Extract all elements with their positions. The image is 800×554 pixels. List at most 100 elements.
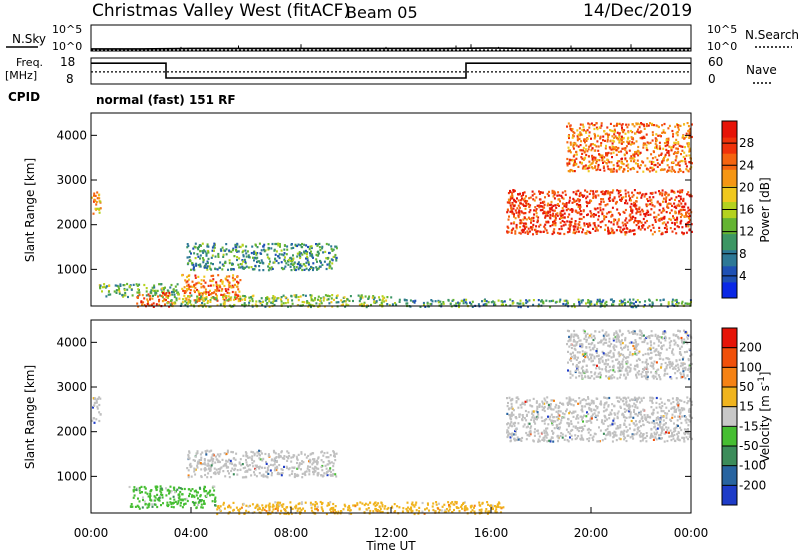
scatter-cell (627, 396, 630, 399)
scatter-cell (511, 228, 514, 231)
scatter-cell (250, 252, 253, 255)
scatter-cell (150, 489, 152, 492)
scatter-cell (663, 215, 666, 218)
scatter-cell (597, 163, 600, 167)
scatter-cell (155, 488, 158, 492)
scatter-cell (666, 221, 669, 224)
scatter-cell (492, 300, 494, 303)
scatter-cell (239, 299, 242, 302)
scatter-cell (639, 151, 642, 154)
scatter-cell (304, 470, 307, 474)
scatter-cell (349, 509, 352, 512)
colorbar-swatch (722, 153, 737, 170)
scatter-cell (278, 243, 281, 246)
scatter-cell (523, 200, 526, 203)
scatter-cell (679, 191, 681, 194)
scatter-cell (424, 305, 427, 308)
scatter-cell (315, 253, 318, 256)
scatter-cell (147, 495, 150, 498)
scatter-cell (643, 195, 646, 198)
scatter-cell (597, 215, 600, 218)
scatter-cell (239, 295, 242, 298)
scatter-cell (187, 455, 190, 458)
scatter-cell (93, 200, 95, 203)
scatter-cell (556, 214, 559, 217)
scatter-cell (211, 292, 213, 295)
scatter-cell (670, 146, 673, 149)
scatter-cell (265, 460, 267, 464)
scatter-cell (299, 510, 302, 513)
scatter-cell (95, 201, 98, 204)
scatter-cell (602, 432, 605, 435)
scatter-cell (154, 499, 156, 502)
scatter-cell (332, 465, 335, 468)
scatter-cell (147, 293, 150, 296)
scatter-cell (596, 158, 599, 162)
scatter-cell (274, 460, 276, 463)
scatter-cell (613, 124, 616, 128)
scatter-cell (638, 123, 641, 126)
scatter-cell (307, 245, 309, 249)
scatter-cell (264, 505, 267, 509)
scatter-cell (462, 302, 465, 305)
scatter-cell (287, 260, 289, 263)
scatter-cell (598, 426, 600, 429)
scatter-cell (382, 297, 385, 300)
scatter-cell (222, 253, 225, 256)
scatter-cell (641, 123, 644, 126)
scatter-cell (582, 420, 584, 423)
scatter-cell (594, 229, 597, 232)
scatter-cell (273, 459, 276, 462)
scatter-cell (618, 132, 621, 135)
scatter-cell (611, 403, 614, 406)
scatter-cell (410, 510, 413, 514)
scatter-cell (174, 491, 176, 494)
scatter-cell (317, 252, 320, 255)
scatter-cell (217, 468, 220, 471)
scatter-cell (516, 197, 518, 200)
scatter-cell (96, 407, 99, 410)
scatter-cell (550, 420, 553, 423)
scatter-cell (275, 242, 278, 246)
scatter-cell (590, 122, 593, 125)
scatter-cell (638, 126, 641, 129)
scatter-cell (282, 294, 285, 297)
scatter-cell (575, 157, 578, 160)
scatter-cell (229, 299, 232, 302)
scatter-cell (639, 210, 642, 213)
scatter-cell (500, 300, 503, 303)
scatter-cell (219, 266, 221, 269)
scatter-cell (533, 209, 536, 212)
scatter-cell (369, 509, 372, 513)
scatter-cell (206, 266, 208, 269)
scatter-cell (193, 266, 195, 269)
scatter-cell (622, 131, 625, 134)
scatter-cell (600, 144, 602, 147)
scatter-cell (513, 215, 515, 218)
scatter-cell (646, 157, 649, 160)
scatter-cell (515, 201, 518, 204)
scatter-cell (200, 292, 203, 295)
scatter-cell (636, 400, 638, 403)
scatter-cell (577, 211, 580, 214)
scatter-cell (615, 229, 618, 232)
scatter-cell (318, 242, 321, 245)
scatter-cell (593, 137, 596, 140)
scatter-cell (145, 287, 148, 290)
scatter-cell (676, 437, 679, 441)
scatter-cell (263, 466, 266, 469)
scatter-cell (227, 295, 230, 298)
scatter-cell (261, 452, 263, 455)
scatter-cell (687, 400, 690, 403)
scatter-cell (664, 231, 667, 234)
scatter-cell (380, 501, 383, 504)
scatter-cell (680, 153, 682, 156)
scatter-cell (494, 303, 497, 306)
scatter-cell (485, 508, 488, 511)
scatter-cell (687, 424, 690, 427)
scatter-cell (662, 158, 665, 161)
scatter-cell (227, 299, 230, 302)
scatter-cell (568, 125, 571, 128)
scatter-cell (312, 268, 314, 272)
scatter-cell (681, 160, 684, 163)
